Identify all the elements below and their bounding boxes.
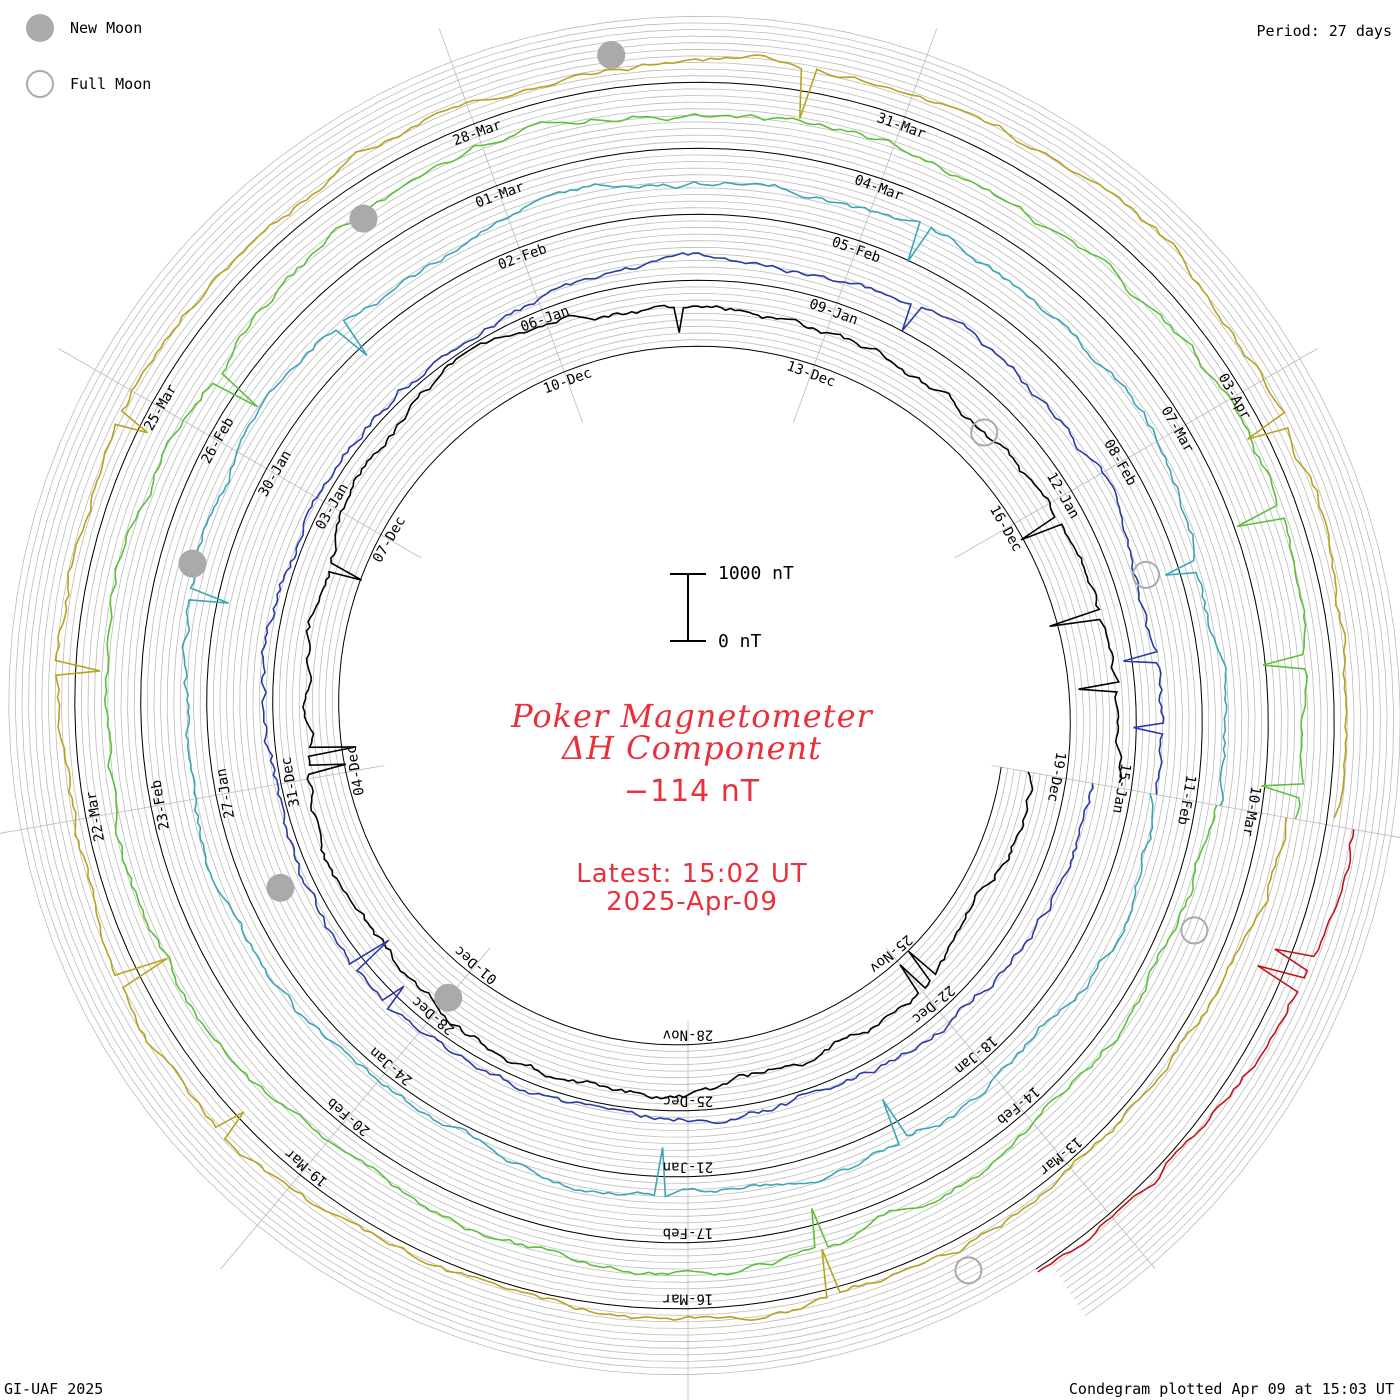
legend-new-moon: New Moon xyxy=(26,14,142,42)
scale-bottom-label: 0 nT xyxy=(718,631,762,652)
scale-top-label: 1000 nT xyxy=(718,563,794,584)
latest-block: Latest: 15:02 UT 2025-Apr-09 xyxy=(392,860,992,916)
grid-spiral xyxy=(67,75,1342,1316)
footer-credit: GI-UAF 2025 xyxy=(4,1380,104,1398)
full-moon-marker xyxy=(970,418,999,447)
date-label: 25-Dec xyxy=(663,1093,714,1109)
grid-spoke xyxy=(954,348,1318,559)
grid-spiral xyxy=(54,62,1355,1329)
new-moon-marker xyxy=(349,204,378,233)
date-label: 13-Dec xyxy=(784,358,837,390)
date-label: 15-Jan xyxy=(1109,762,1134,815)
date-label: 03-Jan xyxy=(313,481,352,533)
legend-full-moon: Full Moon xyxy=(26,70,151,98)
grid-spiral xyxy=(28,35,1381,1356)
title-line-1: Poker Magnetometer xyxy=(511,697,873,735)
new-moon-marker xyxy=(434,983,463,1012)
new-moon-marker xyxy=(266,873,295,902)
date-label: 02-Feb xyxy=(496,241,549,273)
period-label: Period: 27 days xyxy=(1256,22,1392,40)
date-label: 17-Feb xyxy=(663,1225,714,1241)
full-moon-marker xyxy=(954,1256,983,1285)
chart-title: Poker Magnetometer ΔH Component xyxy=(392,700,992,764)
date-label: 10-Dec xyxy=(541,365,594,397)
date-label: 27-Jan xyxy=(213,767,238,820)
new-moon-icon xyxy=(26,14,54,42)
date-label: 28-Nov xyxy=(663,1027,714,1043)
date-label: 07-Dec xyxy=(370,514,409,566)
footer-plotted-time: Condegram plotted Apr 09 at 15:03 UT xyxy=(1068,1380,1394,1398)
full-moon-marker xyxy=(1180,916,1209,945)
date-label: 04-Dec xyxy=(343,744,368,797)
baseline-spiral xyxy=(74,81,1335,1310)
date-label: 06-Jan xyxy=(519,303,572,335)
data-trace xyxy=(54,54,1348,1322)
date-label: 01-Mar xyxy=(473,179,526,211)
date-label: 31-Dec xyxy=(279,756,304,809)
date-label: 25-Mar xyxy=(141,382,180,434)
date-label: 19-Dec xyxy=(1044,751,1069,804)
full-moon-icon xyxy=(26,70,54,98)
date-label: 21-Jan xyxy=(663,1159,714,1175)
full-moon-marker xyxy=(1132,560,1161,589)
date-label: 10-Mar xyxy=(1239,785,1264,838)
grid-spiral xyxy=(14,22,1395,1369)
new-moon-marker xyxy=(597,41,626,70)
legend-new-moon-label: New Moon xyxy=(70,19,143,37)
date-label: 30-Jan xyxy=(256,448,295,500)
new-moon-marker xyxy=(178,549,207,578)
latest-time: Latest: 15:02 UT xyxy=(576,859,808,889)
date-label: 28-Mar xyxy=(451,117,504,149)
date-label: 11-Feb xyxy=(1174,774,1199,827)
legend-full-moon-label: Full Moon xyxy=(70,75,152,93)
date-label: 16-Mar xyxy=(663,1291,714,1307)
grid-spiral xyxy=(34,42,1375,1349)
data-trace xyxy=(1037,829,1355,1273)
data-trace xyxy=(181,180,1228,1198)
data-trace xyxy=(260,251,1165,1125)
grid-spoke xyxy=(0,765,385,834)
grid-spoke xyxy=(438,28,584,423)
title-line-2: ΔH Component xyxy=(561,729,823,767)
date-label: 23-Feb xyxy=(148,779,173,832)
data-trace xyxy=(103,112,1308,1276)
data-trace xyxy=(302,304,1123,1100)
date-label: 22-Mar xyxy=(84,790,109,843)
grid-spoke xyxy=(792,28,938,423)
grid-spiral xyxy=(47,55,1362,1336)
grid-spiral xyxy=(61,68,1348,1323)
latest-date: 2025-Apr-09 xyxy=(606,887,778,917)
grid-spoke xyxy=(885,947,1156,1270)
grid-spoke xyxy=(58,348,422,559)
current-value: −114 nT xyxy=(623,774,761,809)
grid-spoke xyxy=(991,765,1400,838)
grid-spiral xyxy=(21,29,1388,1362)
date-label: 26-Feb xyxy=(198,415,237,467)
